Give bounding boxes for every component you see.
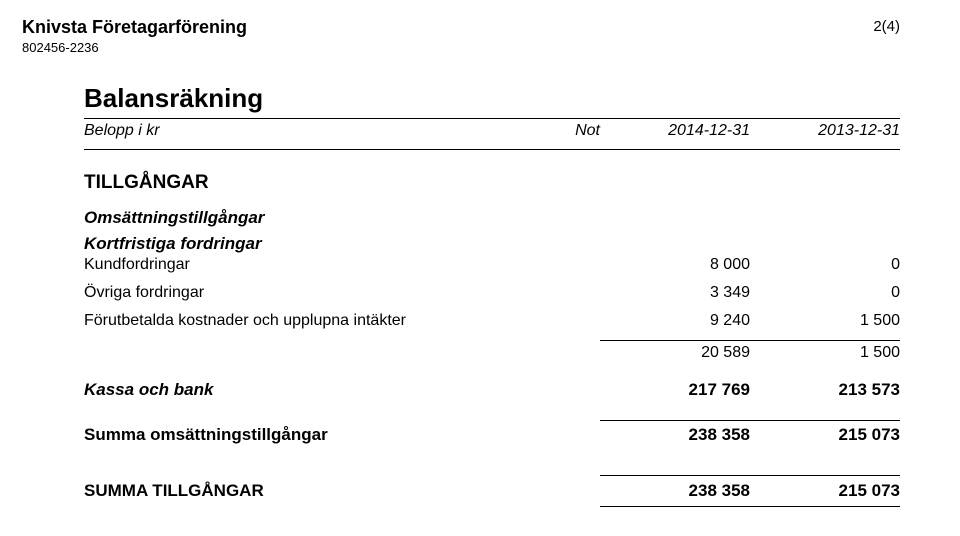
column-header-row: Belopp i kr Not 2014-12-31 2013-12-31 xyxy=(84,118,900,150)
row-forutbetalda: Förutbetalda kostnader och upplupna intä… xyxy=(84,310,900,338)
section-tillgangar: TILLGÅNGAR xyxy=(84,172,900,194)
section-oms-tillgangar: Omsättningstillgångar xyxy=(84,208,900,228)
cell-b: 0 xyxy=(750,256,900,274)
cell-b: 1 500 xyxy=(750,340,900,362)
row-ovriga: Övriga fordringar 3 349 0 xyxy=(84,282,900,310)
cell-a: 217 769 xyxy=(600,380,750,400)
balance-table: Belopp i kr Not 2014-12-31 2013-12-31 TI… xyxy=(84,118,900,507)
cell-a: 9 240 xyxy=(600,312,750,330)
row-subtotal: 20 589 1 500 xyxy=(84,338,900,366)
col-header-period-b: 2013-12-31 xyxy=(750,122,900,140)
cell-label: SUMMA TILLGÅNGAR xyxy=(84,481,530,501)
page-number: 2(4) xyxy=(873,18,900,35)
row-summa-tillgangar: SUMMA TILLGÅNGAR 238 358 215 073 xyxy=(84,475,900,507)
report-title: Balansräkning xyxy=(84,83,900,114)
cell-b: 213 573 xyxy=(750,380,900,400)
cell-a: 3 349 xyxy=(600,284,750,302)
row-kassa: Kassa och bank 217 769 213 573 xyxy=(84,380,900,404)
cell-a: 238 358 xyxy=(600,475,750,507)
col-header-label: Belopp i kr xyxy=(84,122,530,140)
page: Knivsta Företagarförening 802456-2236 2(… xyxy=(0,0,960,536)
cell-b: 1 500 xyxy=(750,312,900,330)
col-header-period-a: 2014-12-31 xyxy=(600,122,750,140)
cell-label: Övriga fordringar xyxy=(84,284,530,302)
cell-b: 215 073 xyxy=(750,475,900,507)
cell-label: Summa omsättningstillgångar xyxy=(84,425,530,445)
cell-a: 8 000 xyxy=(600,256,750,274)
cell-a: 238 358 xyxy=(600,420,750,445)
page-header: Knivsta Företagarförening 802456-2236 2(… xyxy=(22,18,900,55)
row-kundfordringar: Kundfordringar 8 000 0 xyxy=(84,254,900,282)
cell-label: Kundfordringar xyxy=(84,256,530,274)
org-name: Knivsta Företagarförening xyxy=(22,18,247,38)
content: Balansräkning Belopp i kr Not 2014-12-31… xyxy=(84,83,900,507)
row-summa-oms: Summa omsättningstillgångar 238 358 215 … xyxy=(84,420,900,445)
org-id: 802456-2236 xyxy=(22,40,247,55)
org-block: Knivsta Företagarförening 802456-2236 xyxy=(22,18,247,55)
cell-label: Förutbetalda kostnader och upplupna intä… xyxy=(84,312,530,330)
col-header-not: Not xyxy=(530,122,600,140)
cell-label: Kassa och bank xyxy=(84,380,530,400)
cell-a: 20 589 xyxy=(600,340,750,362)
cell-b: 0 xyxy=(750,284,900,302)
section-kortfristiga: Kortfristiga fordringar xyxy=(84,234,900,254)
cell-b: 215 073 xyxy=(750,420,900,445)
